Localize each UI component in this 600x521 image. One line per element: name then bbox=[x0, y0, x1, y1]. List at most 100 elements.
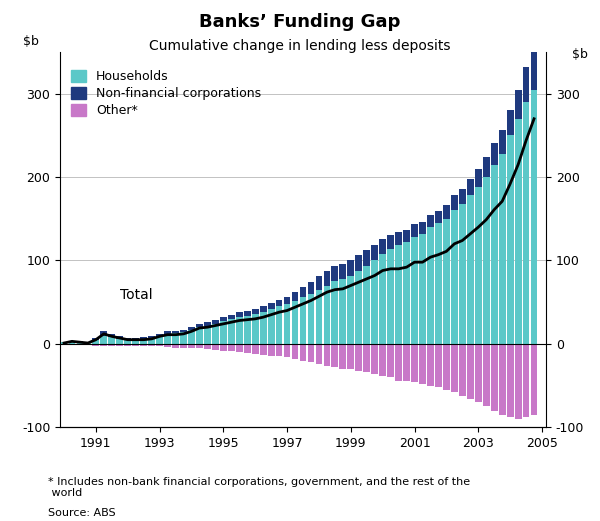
Bar bbox=[387, 344, 394, 377]
Bar bbox=[323, 344, 330, 366]
Bar bbox=[515, 90, 521, 119]
Legend: Households, Non-financial corporations, Other*: Households, Non-financial corporations, … bbox=[71, 70, 261, 117]
Bar bbox=[523, 67, 529, 102]
Bar bbox=[148, 344, 155, 346]
Bar bbox=[419, 344, 426, 384]
Bar bbox=[68, 344, 76, 345]
Bar bbox=[212, 344, 219, 350]
Bar bbox=[403, 344, 410, 380]
Bar bbox=[180, 332, 187, 344]
Bar bbox=[180, 330, 187, 332]
Bar bbox=[220, 317, 227, 321]
Bar bbox=[212, 324, 219, 344]
Bar bbox=[180, 344, 187, 348]
Bar bbox=[156, 344, 163, 346]
Bar bbox=[299, 287, 307, 297]
Bar bbox=[172, 330, 179, 333]
Bar bbox=[252, 309, 259, 314]
Bar bbox=[276, 306, 283, 344]
Bar bbox=[395, 344, 402, 380]
Bar bbox=[77, 344, 83, 345]
Bar bbox=[331, 281, 338, 344]
Bar bbox=[419, 222, 426, 234]
Bar bbox=[331, 344, 338, 367]
Bar bbox=[228, 319, 235, 344]
Bar bbox=[491, 344, 497, 411]
Bar bbox=[299, 297, 307, 344]
Bar bbox=[220, 344, 227, 351]
Bar bbox=[467, 179, 473, 195]
Bar bbox=[100, 331, 107, 336]
Bar bbox=[451, 210, 458, 344]
Bar bbox=[204, 322, 211, 326]
Bar bbox=[100, 336, 107, 344]
Bar bbox=[140, 337, 147, 339]
Bar bbox=[92, 338, 99, 340]
Bar bbox=[236, 344, 242, 352]
Bar bbox=[124, 344, 131, 345]
Bar bbox=[364, 344, 370, 372]
Bar bbox=[395, 245, 402, 344]
Bar bbox=[507, 344, 514, 417]
Bar bbox=[403, 242, 410, 344]
Bar bbox=[419, 234, 426, 344]
Bar bbox=[435, 344, 442, 387]
Bar bbox=[316, 276, 322, 290]
Bar bbox=[308, 344, 314, 362]
Bar bbox=[77, 341, 83, 342]
Bar bbox=[435, 212, 442, 223]
Bar bbox=[403, 230, 410, 242]
Bar bbox=[164, 331, 171, 334]
Bar bbox=[347, 344, 354, 369]
Bar bbox=[133, 340, 139, 344]
Bar bbox=[172, 344, 179, 348]
Bar bbox=[475, 169, 482, 187]
Bar bbox=[212, 320, 219, 324]
Bar bbox=[220, 321, 227, 344]
Bar bbox=[411, 224, 418, 237]
Bar bbox=[340, 279, 346, 344]
Bar bbox=[133, 344, 139, 345]
Bar bbox=[268, 303, 275, 309]
Bar bbox=[379, 344, 386, 376]
Bar bbox=[77, 342, 83, 344]
Bar bbox=[148, 337, 155, 338]
Bar bbox=[284, 297, 290, 304]
Bar bbox=[387, 235, 394, 249]
Bar bbox=[308, 294, 314, 344]
Bar bbox=[140, 339, 147, 344]
Bar bbox=[411, 344, 418, 382]
Bar bbox=[483, 157, 490, 177]
Bar bbox=[188, 327, 195, 330]
Bar bbox=[61, 342, 67, 344]
Bar bbox=[292, 344, 298, 359]
Bar bbox=[467, 195, 473, 344]
Bar bbox=[395, 232, 402, 245]
Bar bbox=[475, 344, 482, 402]
Bar bbox=[523, 344, 529, 417]
Bar bbox=[228, 315, 235, 319]
Bar bbox=[340, 264, 346, 279]
Bar bbox=[323, 286, 330, 344]
Bar bbox=[244, 344, 251, 353]
Bar bbox=[459, 189, 466, 204]
Bar bbox=[260, 306, 266, 312]
Bar bbox=[252, 344, 259, 354]
Bar bbox=[164, 334, 171, 344]
Bar bbox=[483, 344, 490, 406]
Bar bbox=[443, 344, 450, 390]
Bar bbox=[164, 344, 171, 347]
Bar bbox=[316, 344, 322, 364]
Bar bbox=[188, 344, 195, 348]
Bar bbox=[427, 344, 434, 386]
Bar bbox=[196, 327, 203, 344]
Bar bbox=[459, 204, 466, 344]
Bar bbox=[61, 344, 67, 345]
Bar bbox=[530, 344, 538, 415]
Bar bbox=[530, 48, 538, 90]
Bar bbox=[371, 260, 378, 344]
Bar bbox=[92, 340, 99, 344]
Bar bbox=[196, 344, 203, 348]
Bar bbox=[379, 239, 386, 254]
Bar bbox=[299, 344, 307, 361]
